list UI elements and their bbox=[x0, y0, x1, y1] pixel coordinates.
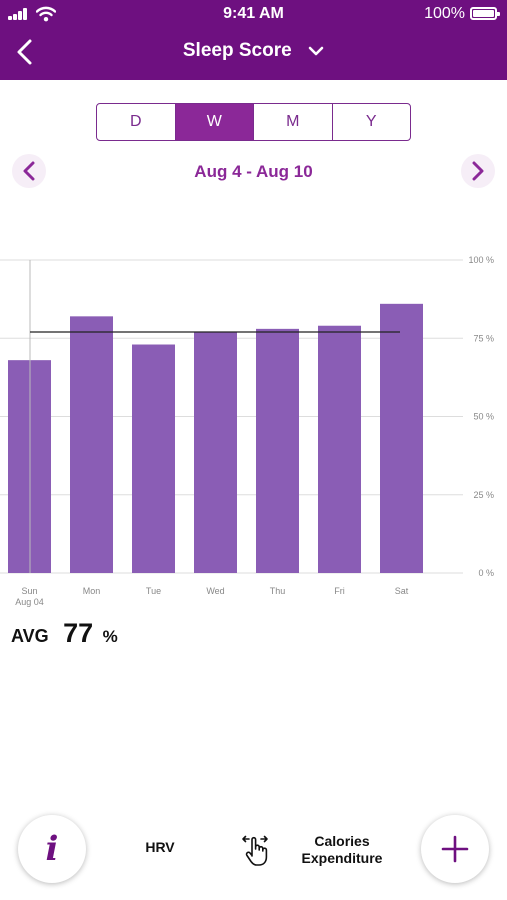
wifi-icon bbox=[36, 6, 56, 22]
y-tick-label: 100 % bbox=[468, 255, 494, 265]
x-tick-label: Sun bbox=[21, 586, 37, 596]
nav-bar: Sleep Score bbox=[0, 30, 507, 76]
battery-percentage: 100% bbox=[424, 5, 465, 22]
app-header: 9:41 AM 100% Sleep Score bbox=[0, 0, 507, 80]
status-bar: 9:41 AM 100% bbox=[0, 0, 507, 28]
bar-sat[interactable] bbox=[380, 303, 423, 573]
cellular-signal-icon bbox=[8, 8, 30, 20]
segment-week[interactable]: W bbox=[175, 104, 254, 140]
back-arrow-icon[interactable] bbox=[10, 36, 42, 68]
avg-value: 77 bbox=[63, 618, 94, 648]
x-tick-sublabel: Aug 04 bbox=[15, 597, 44, 607]
date-range-label: Aug 4 - Aug 10 bbox=[194, 162, 313, 181]
title-dropdown[interactable]: Sleep Score bbox=[0, 40, 507, 62]
bar-tue[interactable] bbox=[132, 344, 175, 573]
page-title: Sleep Score bbox=[182, 40, 292, 61]
calories-expenditure-tab[interactable]: Calories Expenditure bbox=[296, 833, 388, 867]
bar-mon[interactable] bbox=[70, 316, 113, 573]
chevron-left-icon bbox=[23, 161, 35, 181]
y-tick-label: 0 % bbox=[478, 568, 494, 578]
segment-month[interactable]: M bbox=[254, 104, 333, 140]
calories-label-line1: Calories bbox=[314, 833, 370, 849]
segment-day[interactable]: D bbox=[97, 104, 176, 140]
bar-wed[interactable] bbox=[194, 331, 237, 573]
calories-label-line2: Expenditure bbox=[301, 850, 383, 866]
x-tick-label: Sat bbox=[395, 586, 409, 596]
chevron-right-icon bbox=[472, 161, 484, 181]
y-tick-label: 50 % bbox=[473, 412, 494, 422]
bar-thu[interactable] bbox=[256, 328, 299, 573]
average-summary: AVG 77 % bbox=[11, 618, 118, 652]
avg-unit: % bbox=[102, 627, 118, 646]
bar-fri[interactable] bbox=[318, 325, 361, 573]
battery-icon bbox=[470, 7, 500, 20]
segment-year[interactable]: Y bbox=[365, 113, 377, 130]
avg-label: AVG bbox=[11, 626, 49, 646]
next-week-button[interactable] bbox=[461, 154, 495, 188]
x-tick-label: Mon bbox=[83, 586, 101, 596]
plus-icon bbox=[441, 835, 469, 863]
add-button[interactable] bbox=[421, 815, 489, 883]
status-time: 9:41 AM bbox=[223, 5, 284, 22]
x-tick-label: Wed bbox=[206, 586, 224, 596]
hrv-tab[interactable]: HRV bbox=[145, 839, 175, 855]
previous-week-button[interactable] bbox=[12, 154, 46, 188]
swipe-hand-icon bbox=[242, 835, 268, 866]
y-tick-label: 75 % bbox=[473, 333, 494, 343]
x-tick-label: Tue bbox=[146, 586, 161, 596]
sleep-score-bar-chart[interactable]: 0 % 25 % 50 % 75 % 100 % Sun Mon Tue Wed Thu Fri Sa… bbox=[0, 245, 507, 615]
info-button[interactable]: i bbox=[18, 815, 86, 883]
x-tick-label: Thu bbox=[270, 586, 286, 596]
info-icon: i bbox=[45, 829, 59, 869]
x-tick-label: Fri bbox=[334, 586, 345, 596]
y-tick-label: 25 % bbox=[473, 490, 494, 500]
chevron-down-icon bbox=[308, 46, 324, 56]
period-segmented-control: D W M Y bbox=[96, 103, 411, 141]
